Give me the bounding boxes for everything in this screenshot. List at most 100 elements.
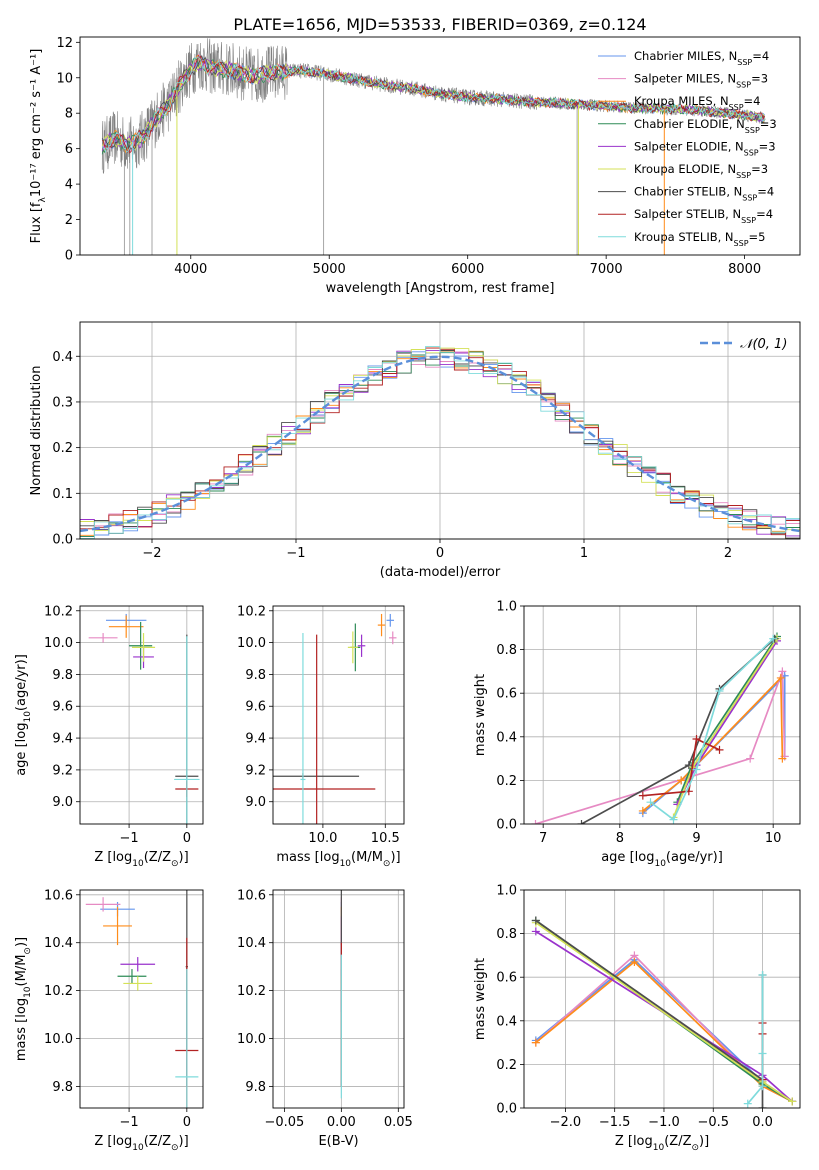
x-axis-label: Z [log10(Z/Z⊙)] (94, 850, 188, 869)
weight-marker (638, 806, 647, 815)
x-tick-label: 8000 (728, 262, 761, 277)
histogram-8 (80, 345, 800, 539)
model-spectrum-7 (101, 54, 765, 154)
y-tick-label: 8 (65, 107, 73, 122)
weight-marker (531, 916, 540, 925)
y-tick-label: 10.4 (237, 936, 266, 951)
errorbar-point (88, 633, 118, 643)
y-tick-label: 0.1 (52, 487, 73, 502)
y-tick-label: 0.4 (496, 1014, 517, 1029)
axes-residuals: −2 −1 0 1 2 0.0 0.1 0.2 0.3 0.4 (data-model)/error… (29, 321, 801, 580)
x-axis-label: Z [log10(Z/Z⊙)] (615, 1134, 709, 1153)
weight-marker (669, 815, 678, 824)
plot-area-residuals (80, 345, 800, 539)
y-tick-label: 0.0 (496, 818, 517, 833)
y-tick-label: 0.0 (52, 533, 73, 548)
y-tick-label: 9.6 (245, 700, 266, 715)
x-tick-label: 5000 (313, 262, 346, 277)
frame-weight-vs-Z: −2.0 −1.5 −1.0 −0.5 0.0 0.0 0.2 0.4 0.6 0.8 1.0 Z [… (496, 884, 801, 1153)
plot-area-age-vs-mass (273, 613, 397, 824)
legend: Chabrier MILES, NSSP=4 Salpeter MILES, NS… (598, 49, 777, 247)
y-tick-label: 10 (56, 71, 73, 86)
x-tick-label: −1.0 (648, 1115, 680, 1130)
histogram-6 (80, 350, 800, 539)
x-tick-label: −1 (119, 831, 138, 846)
y-tick-label: 10.2 (44, 604, 73, 619)
y-tick-label: 9.8 (52, 668, 73, 683)
x-tick-label: 0 (183, 831, 191, 846)
weight-marker (638, 791, 647, 800)
weight-marker (692, 734, 701, 743)
legend-label: Salpeter MILES, NSSP=3 (634, 72, 768, 90)
weight-line (642, 675, 784, 812)
plot-area-age-vs-Z (88, 613, 200, 824)
weight-marker (677, 776, 686, 785)
axes-weight-vs-age: 7 8 9 10 0.0 0.2 0.4 0.6 0.8 1.0 age [log10(age/yr… (473, 600, 801, 869)
errorbar-point (175, 969, 199, 1108)
axes-spectrum: 4000 5000 6000 7000 8000 0 2 4 6 8 10 12 wavelength … (29, 36, 801, 296)
weight-marker (758, 1049, 767, 1058)
y-tick-label: 12 (56, 36, 73, 51)
y-tick-label: 10.2 (44, 984, 73, 999)
frame-weight-vs-age: 7 8 9 10 0.0 0.2 0.4 0.6 0.8 1.0 age [log10(age/yr… (496, 600, 801, 869)
errorbar-point (129, 621, 153, 670)
weight-marker (743, 1099, 752, 1108)
x-tick-label: 0.0 (752, 1115, 773, 1130)
y-tick-label: 10.4 (44, 936, 73, 951)
weight-marker (531, 820, 540, 824)
x-tick-label: 9 (692, 831, 700, 846)
frame-mass-vs-ebv: −0.05 0.00 0.05 9.8 10.0 10.2 10.4 10.6 E(B-V) (237, 888, 413, 1149)
y-tick-label: 1.0 (496, 600, 517, 615)
weight-marker (758, 971, 767, 980)
y-tick-label: 0.2 (496, 1058, 517, 1073)
weight-marker (692, 765, 701, 774)
x-tick-label: 2 (724, 546, 732, 561)
axes-weight-vs-Z: −2.0 −1.5 −1.0 −0.5 0.0 0.0 0.2 0.4 0.6 0.8 1.0 Z [… (473, 884, 801, 1153)
y-tick-label: 9.2 (245, 763, 266, 778)
x-tick-label: 6000 (451, 262, 484, 277)
panels: 4000 5000 6000 7000 8000024681012wavelength … (14, 36, 801, 1153)
weight-line (747, 975, 764, 1105)
weight-marker (746, 754, 755, 763)
weight-marker (778, 667, 787, 676)
y-tick-label: 10.6 (237, 888, 266, 903)
errorbar-point (386, 613, 395, 627)
y-axis-label: mass weight (473, 674, 488, 756)
frame-residuals: −2 −1 0 1 2 0.0 0.1 0.2 0.3 0.4 (data-model)/error (52, 321, 801, 580)
gaussian-curve (80, 355, 800, 533)
y-tick-label: 0.2 (52, 441, 73, 456)
y-tick-label: 2 (65, 213, 73, 228)
y-tick-label: 0.6 (496, 687, 517, 702)
y-tick-label: 9.8 (245, 1080, 266, 1095)
x-axis-label: wavelength [Angstrom, rest frame] (326, 281, 555, 296)
y-tick-label: 10.2 (237, 604, 266, 619)
legend-label: Chabrier ELODIE, NSSP=3 (634, 117, 777, 135)
axes-frame (79, 889, 204, 1109)
y-tick-label: 0.3 (52, 395, 73, 410)
axes-mass-vs-Z: −1 0 9.8 10.0 10.2 10.4 10.6 Z [log10(Z/Z⊙)] mas… (14, 888, 204, 1153)
x-tick-label: 7000 (590, 262, 623, 277)
weight-marker (776, 673, 785, 682)
x-tick-label: 0 (183, 1115, 191, 1130)
frame-spectrum: 4000 5000 6000 7000 8000 0 2 4 6 8 10 12 wavelength … (56, 36, 801, 296)
y-tick-label: 9.8 (52, 1080, 73, 1095)
plot-area-spectrum (101, 38, 766, 255)
x-tick-label: 10 (765, 831, 782, 846)
weight-marker (531, 927, 540, 936)
x-tick-label: 7 (539, 831, 547, 846)
weight-line (535, 960, 793, 1103)
x-tick-label: −0.5 (697, 1115, 729, 1130)
x-axis-label: Z [log10(Z/Z⊙)] (94, 1134, 188, 1153)
y-tick-label: 0.8 (496, 927, 517, 942)
x-tick-label: 10.0 (308, 831, 337, 846)
x-axis-label: mass [log10(M/M⊙)] (276, 850, 400, 869)
errorbar-point (357, 634, 366, 657)
x-axis-label: age [log10(age/yr)] (601, 850, 723, 869)
legend-label: Chabrier MILES, NSSP=4 (634, 49, 769, 67)
axes-mass-vs-ebv: −0.05 0.00 0.05 9.8 10.0 10.2 10.4 10.6 E(B-V) (237, 888, 413, 1149)
errorbar-point (108, 615, 144, 638)
weight-marker (646, 798, 655, 807)
plot-area-weight-vs-age (531, 632, 789, 824)
errorbar-point (377, 613, 386, 637)
errorbar-point (120, 957, 156, 972)
